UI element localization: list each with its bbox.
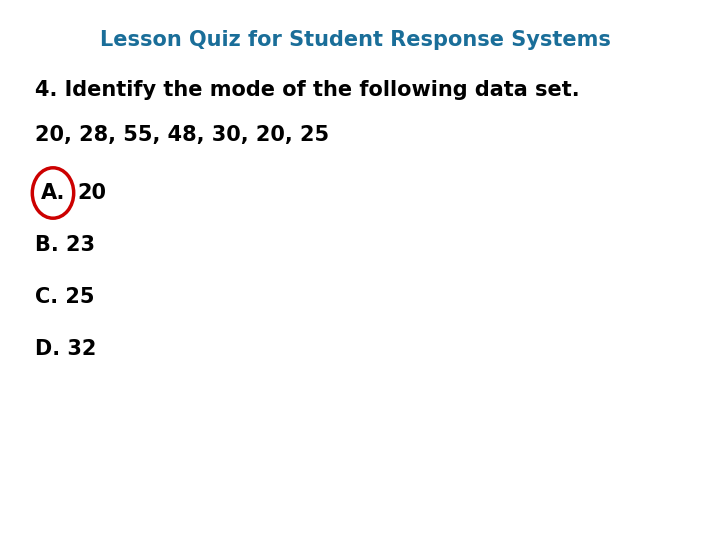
Text: D. 32: D. 32 <box>35 339 96 359</box>
Text: B. 23: B. 23 <box>35 235 95 255</box>
Text: 20, 28, 55, 48, 30, 20, 25: 20, 28, 55, 48, 30, 20, 25 <box>35 125 329 145</box>
Text: C. 25: C. 25 <box>35 287 94 307</box>
Text: Lesson Quiz for Student Response Systems: Lesson Quiz for Student Response Systems <box>100 30 611 50</box>
Text: 20: 20 <box>77 183 106 203</box>
Text: 4. Identify the mode of the following data set.: 4. Identify the mode of the following da… <box>35 80 580 100</box>
Text: A.: A. <box>41 183 66 203</box>
